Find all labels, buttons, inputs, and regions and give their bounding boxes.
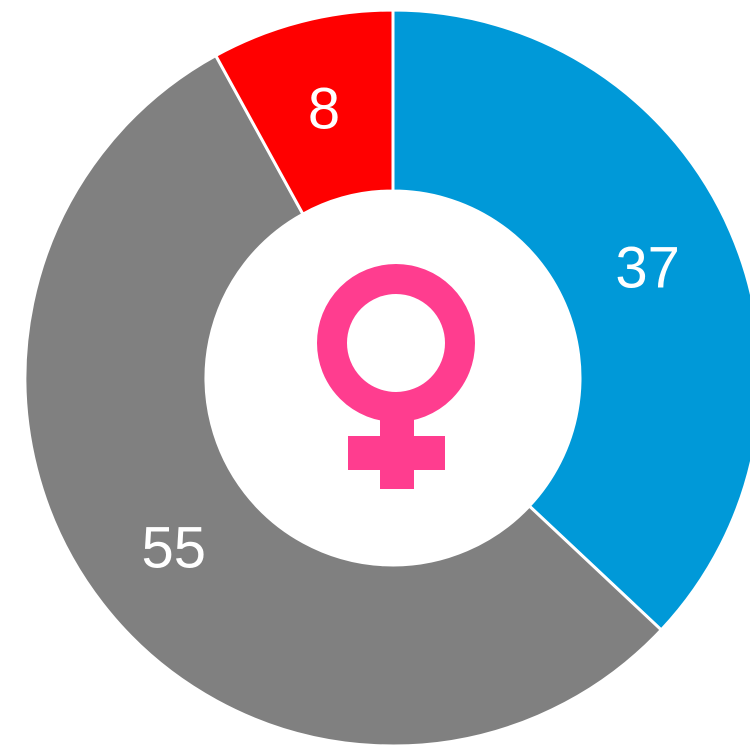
female-symbol (317, 264, 475, 489)
data-label: 55 (141, 516, 206, 581)
slice (213, 8, 395, 217)
data-label: 37 (615, 235, 680, 300)
symbol-ring (317, 264, 475, 422)
slice (391, 8, 750, 633)
labels: 37 55 8 (141, 77, 679, 581)
slice (23, 53, 664, 747)
slices (23, 8, 750, 747)
data-label: 8 (308, 77, 340, 142)
symbol-bar (348, 436, 445, 470)
